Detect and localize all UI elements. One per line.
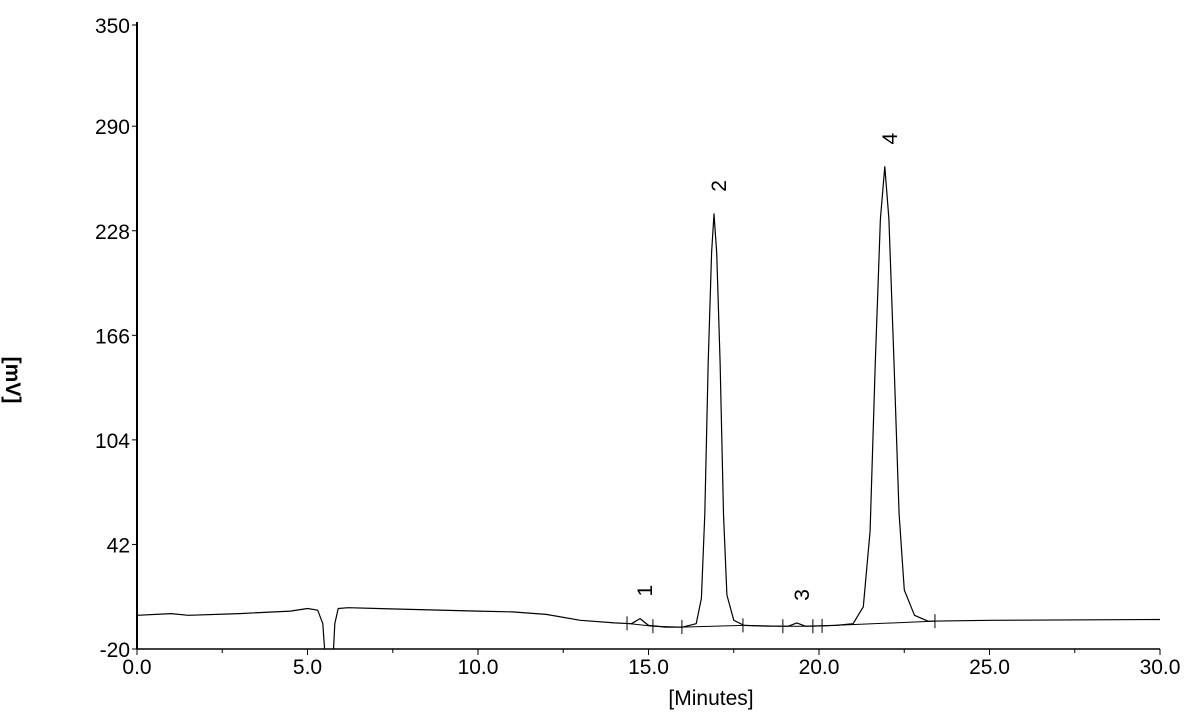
y-tick-label: 42 <box>107 534 130 557</box>
axes <box>136 22 1160 650</box>
y-tick-label: 166 <box>95 325 130 348</box>
ticks: 0.0 5.0 10.0 15.0 20.0 25.0 30.0-2042104166228… <box>95 15 1180 679</box>
x-tick-label: 5.0 <box>293 656 322 679</box>
marks: 1 2 3 4 <box>137 133 1160 649</box>
peak-label: 2 <box>708 180 731 192</box>
y-tick-label: -20 <box>100 639 130 662</box>
y-tick-label: 104 <box>95 430 130 453</box>
x-tick-label: 25.0 <box>969 656 1010 679</box>
x-tick-label: 30.0 <box>1140 656 1181 679</box>
x-axis-title: [Minutes] <box>668 687 753 710</box>
integration-baseline <box>742 624 783 627</box>
y-tick-label: 228 <box>95 221 130 244</box>
y-axis-title: [mV] <box>1 357 24 404</box>
x-tick-label: 0.0 <box>122 656 151 679</box>
x-tick-label: 15.0 <box>628 656 669 679</box>
peak-label: 1 <box>634 585 657 597</box>
integration-baseline <box>652 625 682 628</box>
chromatogram-trace <box>137 166 1160 649</box>
integration-baseline <box>626 622 653 627</box>
integration-baseline <box>822 620 935 627</box>
x-tick-label: 20.0 <box>799 656 840 679</box>
integration-baseline <box>681 624 743 628</box>
x-tick-label: 10.0 <box>458 656 499 679</box>
y-tick-label: 350 <box>95 15 130 38</box>
peak-label: 3 <box>791 589 814 601</box>
peak-label: 4 <box>879 133 902 145</box>
y-tick-label: 290 <box>95 116 130 139</box>
